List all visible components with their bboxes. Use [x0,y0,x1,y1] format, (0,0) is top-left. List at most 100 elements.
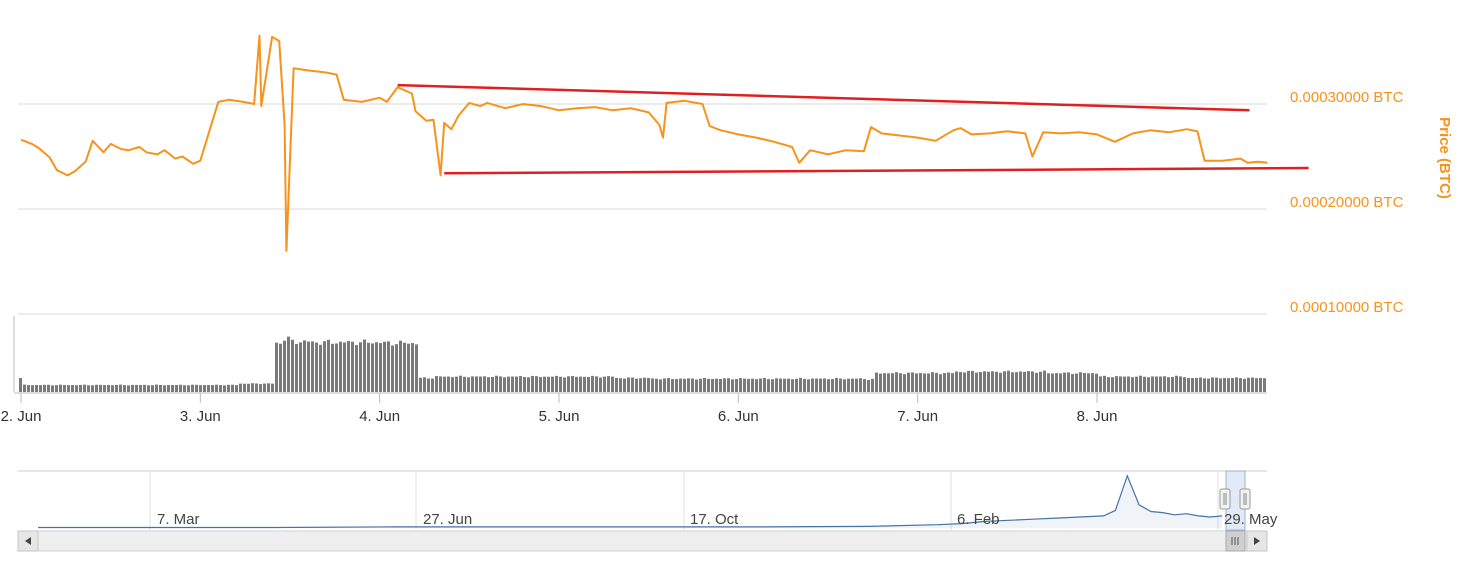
navigator[interactable]: 7. Mar 27. Jun 17. Oct 6. Feb 29. May [18,470,1278,531]
volume-bar [991,371,994,392]
volume-bar [111,385,114,392]
volume-bar [943,373,946,392]
volume-bar [1187,377,1190,392]
volume-bar [443,376,446,392]
volume-bar [979,372,982,392]
volume-bar [95,384,98,392]
volume-bar [767,379,770,392]
volume-bar [1079,372,1082,392]
navigator-left-handle[interactable] [1219,488,1231,510]
x-tick-label: 8. Jun [1077,408,1118,425]
volume-bar [695,379,698,392]
volume-bar [375,342,378,392]
volume-bar [1111,377,1114,392]
volume-bar [27,385,30,392]
volume-bar [91,385,94,392]
volume-bar [663,378,666,392]
volume-bar [1243,378,1246,392]
volume-bar [175,384,178,392]
volume-bar [579,376,582,392]
volume-bar [387,341,390,392]
volume-bar [287,336,290,392]
volume-bar [135,384,138,392]
volume-bar [999,372,1002,392]
volume-bar [811,378,814,392]
volume-bar [223,385,226,392]
volume-bar [259,384,262,392]
volume-bar [827,379,830,392]
volume-bar [679,378,682,392]
volume-bar [283,340,286,392]
volume-bar [719,378,722,392]
volume-bar [43,384,46,392]
volume-bar [939,374,942,392]
volume-bar [947,372,950,392]
volume-bar [1235,377,1238,392]
volume-bar [499,376,502,392]
volume-bar [519,376,522,392]
volume-bar [323,341,326,392]
volume-bar [123,385,126,392]
volume-bar [995,371,998,392]
volume-bar [1207,378,1210,392]
volume-bar [1067,372,1070,392]
volume-bar [491,376,494,392]
volume-bar [187,385,190,392]
volume-bar [687,378,690,392]
volume-bar [1087,373,1090,392]
y-tick-label: 0.00030000 BTC [1290,89,1404,106]
volume-bar [895,372,898,392]
navigator-right-handle[interactable] [1239,488,1251,510]
volume-bar [1011,372,1014,392]
volume-bar [255,383,258,392]
volume-bar [127,385,130,392]
volume-bar [31,385,34,392]
volume-bar [1075,373,1078,392]
volume-bar [975,372,978,392]
volume-bar [715,378,718,392]
volume-bar [1003,371,1006,392]
volume-bar [99,384,102,392]
volume-bar [931,372,934,392]
volume-bar [643,377,646,392]
volume-bar [411,343,414,392]
chevron-left-icon [25,537,31,545]
volume-bar [875,372,878,392]
volume-bar [379,343,382,392]
volume-bar [1171,377,1174,392]
volume-bar [1227,378,1230,392]
volume-bar [391,345,394,392]
volume-bar [1107,377,1110,392]
volume-bar [231,384,234,392]
scrollbar[interactable] [17,530,1268,552]
navigator-tick-label: 7. Mar [157,511,200,528]
volume-bar [311,341,314,392]
volume-bar [791,379,794,392]
volume-bar [655,378,658,392]
volume-bar [63,384,66,392]
volume-bar [727,378,730,392]
volume-bar [371,343,374,392]
scrollbar-track[interactable] [17,530,1268,552]
volume-bar [735,379,738,392]
volume-bar [103,385,106,392]
volume-bar [599,377,602,392]
volume-bar [395,344,398,392]
navigator-tick-label: 29. May [1224,511,1278,528]
volume-bar [559,376,562,392]
volume-bar [619,378,622,392]
volume-bar [923,373,926,392]
volume-bar [675,379,678,392]
volume-bar [1255,378,1258,392]
volume-bar [171,384,174,392]
volume-bar [1091,373,1094,392]
volume-bar [807,379,810,392]
volume-bar [1007,370,1010,392]
volume-bar [339,341,342,392]
volume-bar [363,339,366,392]
volume-bar [847,378,850,392]
volume-bar [1151,376,1154,392]
volume-bar [1215,377,1218,392]
volume-bar [1039,371,1042,392]
